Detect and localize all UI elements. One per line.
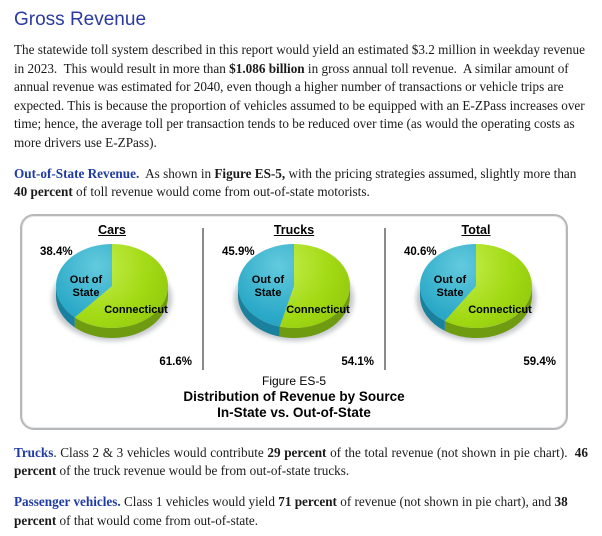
pie-side-connecticut	[444, 285, 532, 338]
page-title: Gross Revenue	[14, 9, 147, 30]
pie-charts-row: Cars 38.4% 61.6% Out of State Connecticu…	[22, 222, 566, 374]
pie-title-trucks: Trucks	[273, 222, 315, 237]
pie-side-connecticut	[74, 285, 168, 338]
figure-caption: Figure ES-5 Distribution of Revenue by S…	[22, 374, 566, 421]
text-run: 29 percent	[267, 444, 327, 460]
text-run: . Class 2 & 3 vehicles would contribute	[53, 444, 268, 460]
text-run: of that would come from out-of-state.	[56, 512, 259, 528]
figure-title-line1: Distribution of Revenue by Source	[183, 388, 405, 404]
lead-in-text: Trucks	[14, 444, 54, 460]
text-run: $1.086 billion	[229, 60, 305, 76]
pct-label-out-of-state: 38.4%	[40, 245, 73, 258]
text-run: Figure ES-5,	[214, 165, 286, 181]
text-run: The statewide toll system described in t…	[14, 42, 585, 76]
pie-area-total: 40.6% 59.4% Out of State Connecticut	[386, 240, 566, 370]
pie-slice-out-of-state	[238, 243, 294, 327]
text-run: 46 percent	[14, 444, 588, 479]
figure-es5-box: Cars 38.4% 61.6% Out of State Connecticu…	[20, 213, 568, 430]
vertical-divider	[384, 227, 386, 370]
pct-label-out-of-state: 45.9%	[222, 245, 255, 258]
vertical-divider	[202, 227, 204, 370]
figure-number: Figure ES-5	[261, 373, 327, 388]
pie-section-cars: Cars 38.4% 61.6% Out of State Connecticu…	[22, 222, 202, 374]
pie-area-trucks: 45.9% 54.1% Out of State Connecticut	[204, 240, 384, 370]
pct-label-connecticut: 59.4%	[523, 355, 556, 368]
slice-label-connecticut: Connecticut	[104, 303, 168, 316]
lead-in-text: Out-of-State Revenue.	[14, 165, 140, 181]
text-run: in gross annual toll revenue. A similar …	[14, 60, 585, 150]
pct-label-out-of-state: 40.6%	[404, 245, 437, 258]
text-run: 40 percent	[14, 184, 73, 200]
pie-area-cars: 38.4% 61.6% Out of State Connecticut	[22, 240, 202, 370]
pie-slice-connecticut	[74, 243, 168, 328]
text-run: As shown in	[139, 165, 215, 181]
figure-title-line2: In-State vs. Out-of-State	[217, 404, 371, 420]
paragraph-passenger-vehicles: Passenger vehicles. Class 1 vehicles wou…	[14, 493, 588, 530]
pie-title-total: Total	[461, 222, 491, 237]
slice-label-out-of-state: Out of State	[433, 273, 467, 299]
text-run: of the truck revenue would be from out-o…	[56, 463, 350, 479]
pie-chart-total	[416, 243, 536, 341]
pie-section-trucks: Trucks 45.9% 54.1% Out of State Connecti…	[204, 222, 384, 374]
pie-side-connecticut	[279, 285, 350, 338]
text-run: of revenue (not shown in pie chart), and	[336, 493, 555, 509]
pie-slice-out-of-state	[55, 243, 112, 318]
pct-label-connecticut: 61.6%	[159, 355, 192, 368]
paragraph-out-of-state-revenue: Out-of-State Revenue. As shown in Figure…	[14, 165, 588, 202]
text-run: 38 percent	[14, 493, 568, 528]
text-run: 71 percent	[278, 493, 337, 509]
slice-label-connecticut: Connecticut	[468, 303, 532, 316]
slice-label-out-of-state: Out of State	[251, 273, 285, 299]
text-run: Class 1 vehicles would yield	[120, 493, 279, 509]
lead-in-text: Passenger vehicles.	[14, 493, 121, 509]
text-run: of the total revenue (not shown in pie c…	[326, 444, 575, 460]
paragraph-trucks: Trucks. Class 2 & 3 vehicles would contr…	[14, 444, 588, 481]
pie-title-cars: Cars	[98, 222, 126, 237]
text-run: of toll revenue would come from out-of-s…	[72, 184, 370, 200]
pie-side-out-of-state	[56, 285, 75, 328]
pie-side-out-of-state	[238, 285, 280, 337]
pie-side-out-of-state	[420, 285, 445, 331]
pct-label-connecticut: 54.1%	[341, 355, 374, 368]
pie-slice-out-of-state	[419, 243, 476, 321]
paragraph-intro: The statewide toll system described in t…	[14, 41, 588, 153]
pie-chart-cars	[52, 243, 172, 341]
pie-slice-connecticut	[279, 243, 351, 328]
pie-slice-connecticut	[444, 243, 532, 328]
slice-label-out-of-state: Out of State	[69, 273, 103, 299]
pie-section-total: Total 40.6% 59.4% Out of State Connectic…	[386, 222, 566, 374]
pie-chart-trucks	[234, 243, 354, 341]
text-run: with the pricing strategies assumed, sli…	[285, 165, 577, 181]
slice-label-connecticut: Connecticut	[286, 303, 350, 316]
